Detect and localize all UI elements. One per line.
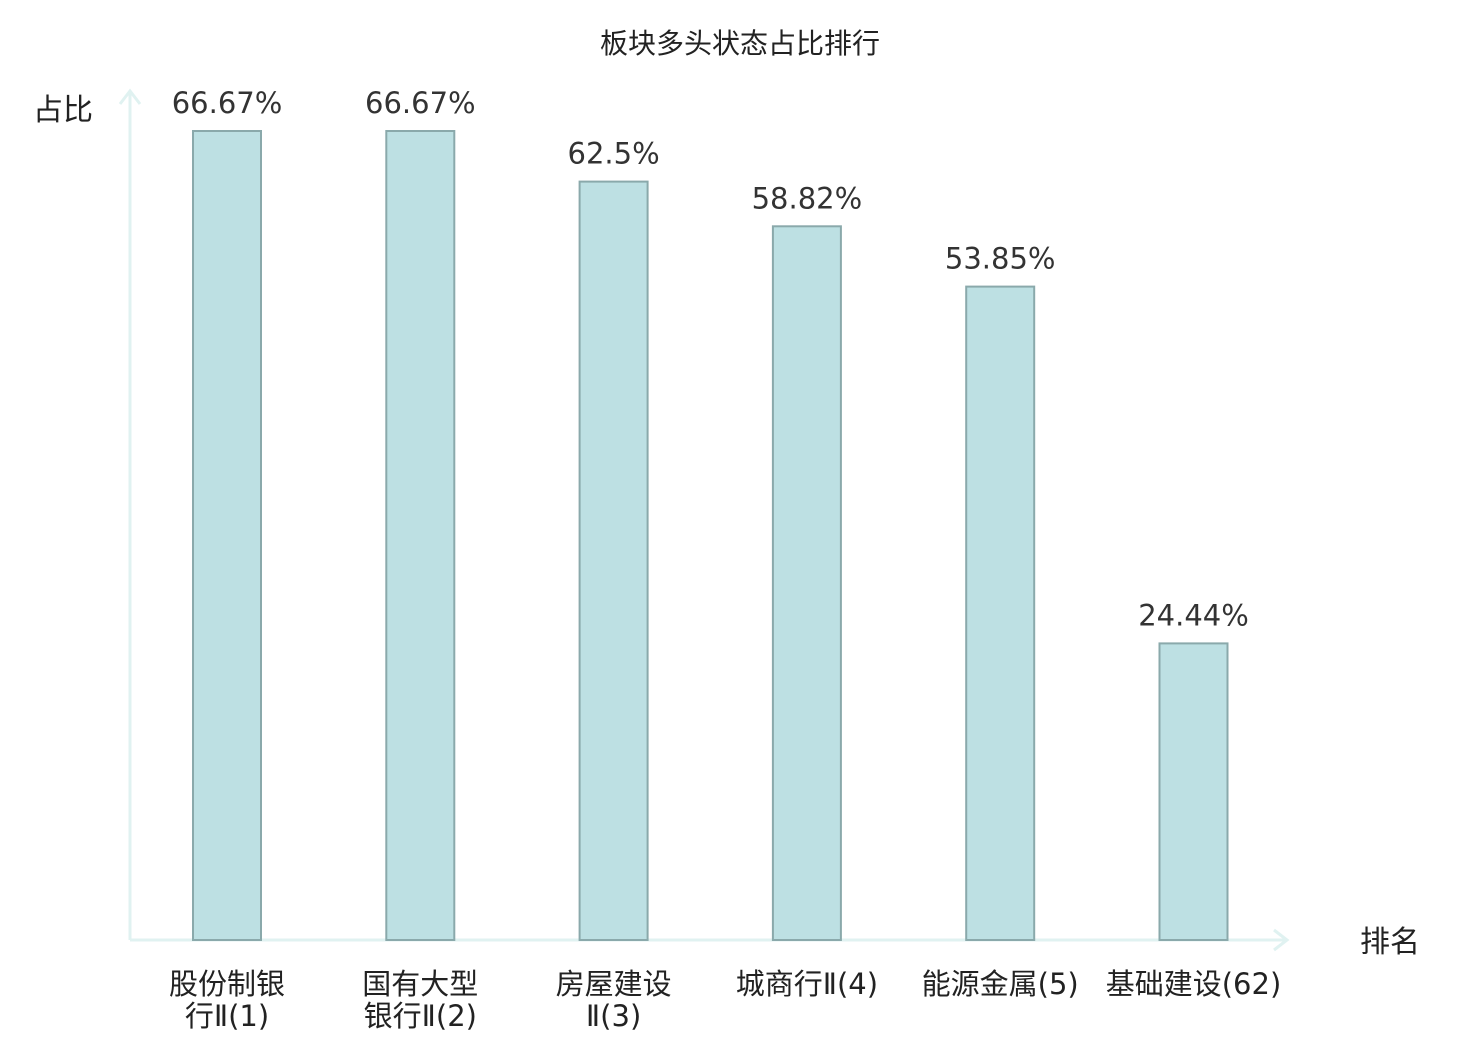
value-label-3: 62.5% <box>568 137 660 171</box>
value-label-2: 66.67% <box>365 86 476 120</box>
x-axis <box>130 928 1290 952</box>
bar-5 <box>965 285 1036 942</box>
bars-group <box>192 130 1229 942</box>
y-axis-label: 占比 <box>33 93 93 128</box>
value-label-4: 58.82% <box>752 181 863 215</box>
bar-1 <box>192 130 262 941</box>
category-label-1-line-1: 股份制银 <box>169 967 285 1001</box>
bar-3 <box>578 180 649 942</box>
category-label-2-line-1: 国有大型 <box>362 967 478 1001</box>
x-axis-label: 排名 <box>1360 925 1420 960</box>
category-label-2-line-2: 银行Ⅱ(2) <box>364 999 477 1033</box>
category-label-1-line-2: 行Ⅱ(1) <box>185 999 269 1033</box>
category-label-3-line-2: Ⅱ(3) <box>586 999 641 1033</box>
value-label-1: 66.67% <box>172 86 283 120</box>
bar-4 <box>771 225 842 942</box>
bar-2 <box>385 130 456 941</box>
value-label-6: 24.44% <box>1138 598 1249 632</box>
value-label-5: 53.85% <box>945 242 1056 276</box>
category-label-6: 基础建设(62) <box>1106 967 1282 1001</box>
chart-title: 板块多头状态占比排行 <box>600 27 880 60</box>
category-label-3-line-1: 房屋建设 <box>556 967 672 1001</box>
y-axis <box>118 88 142 940</box>
category-label-4: 城商行Ⅱ(4) <box>736 967 878 1001</box>
bar-6 <box>1158 642 1229 942</box>
value-labels-group: 66.67% 66.67% 62.5% 58.82% 53.85% 24.44% <box>172 86 1249 632</box>
category-label-5: 能源金属(5) <box>922 967 1079 1001</box>
